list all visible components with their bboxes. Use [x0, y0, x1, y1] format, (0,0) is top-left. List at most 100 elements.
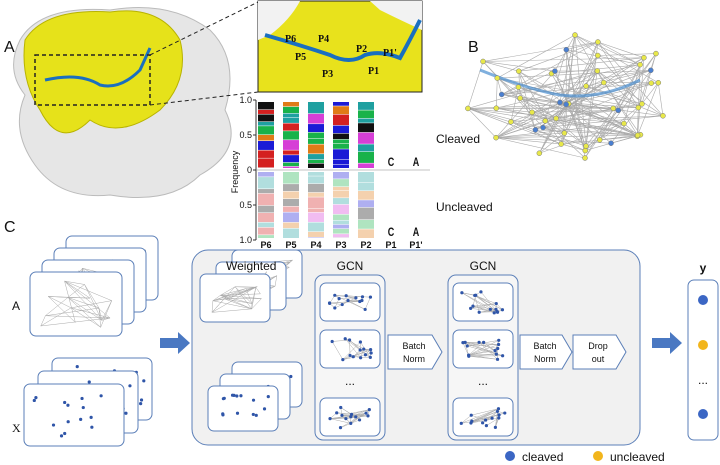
logo-glyph — [333, 186, 349, 191]
node — [653, 50, 659, 57]
node — [482, 340, 486, 344]
logo-glyph — [308, 102, 324, 114]
node — [493, 349, 497, 353]
node — [337, 297, 341, 301]
node — [59, 434, 64, 438]
edge — [585, 70, 598, 147]
edge — [520, 97, 587, 147]
logo-glyph — [358, 182, 374, 191]
node — [595, 52, 601, 59]
edge — [212, 295, 221, 301]
edge — [467, 61, 484, 109]
node — [494, 352, 498, 356]
edge — [100, 300, 112, 328]
node — [221, 397, 225, 401]
edge — [482, 61, 533, 113]
logo-group-label: Cleaved — [436, 132, 480, 146]
node — [469, 413, 473, 417]
node — [461, 341, 465, 345]
node — [358, 299, 362, 304]
node — [637, 61, 643, 68]
logo-letter: C — [388, 226, 395, 240]
edge — [220, 293, 261, 296]
node — [364, 411, 368, 415]
node — [582, 147, 589, 154]
node — [536, 150, 543, 156]
edge — [462, 342, 499, 345]
node — [480, 58, 486, 65]
edge — [468, 342, 484, 356]
node — [498, 91, 505, 98]
logo-glyph — [333, 214, 349, 220]
edge — [472, 305, 497, 310]
edge — [495, 104, 567, 138]
logo-glyph — [333, 234, 349, 238]
edge — [467, 345, 497, 355]
ellipsis: ... — [345, 374, 355, 388]
node — [583, 83, 589, 89]
node — [497, 338, 501, 342]
node — [469, 306, 473, 310]
node — [351, 355, 355, 359]
edge — [351, 409, 370, 415]
node — [500, 308, 505, 312]
logo-glyph — [258, 193, 274, 206]
network-graph — [465, 32, 666, 161]
edge — [64, 280, 85, 285]
node — [124, 411, 128, 415]
edge — [637, 64, 641, 137]
logo-glyph — [283, 191, 299, 199]
edge — [330, 416, 351, 419]
edge — [585, 85, 664, 117]
node — [481, 421, 485, 425]
node — [328, 417, 332, 421]
residue-label: P4 — [318, 34, 329, 45]
residue-label: P3 — [322, 69, 333, 80]
node — [359, 356, 363, 360]
edge — [329, 412, 367, 419]
node — [595, 39, 601, 45]
input-label: X — [12, 421, 21, 435]
edge — [45, 297, 69, 316]
logo-glyph — [258, 114, 274, 122]
node — [501, 354, 505, 358]
logo-glyph — [358, 132, 374, 144]
y-tick-label: 0.5 — [239, 130, 252, 140]
node — [641, 54, 647, 61]
node — [494, 301, 498, 306]
edge — [45, 307, 100, 316]
node — [582, 155, 588, 161]
logo-glyph — [333, 143, 349, 149]
node — [262, 407, 267, 411]
logo-glyph — [283, 117, 299, 123]
node — [648, 80, 655, 86]
edge — [471, 408, 499, 422]
edge — [566, 49, 641, 65]
edge — [497, 77, 557, 119]
edge — [467, 108, 565, 134]
y-tick-label: 0.5 — [239, 200, 252, 210]
y-tick-label: 0 — [247, 165, 252, 175]
edge — [585, 53, 657, 147]
logo-glyph — [258, 126, 274, 135]
node — [471, 304, 475, 308]
node — [239, 394, 243, 398]
node — [515, 84, 522, 90]
output-label: y — [700, 261, 707, 275]
node — [354, 296, 358, 300]
edge — [224, 298, 252, 304]
node — [369, 348, 373, 352]
position-label: P4 — [310, 240, 321, 250]
node — [596, 137, 603, 143]
node — [369, 351, 373, 355]
logo-glyph — [308, 208, 324, 213]
edge — [212, 286, 258, 302]
logo-glyph — [308, 237, 324, 238]
edge — [334, 295, 371, 298]
node — [542, 118, 549, 124]
edge — [48, 296, 72, 309]
node — [289, 374, 293, 379]
edge — [212, 288, 247, 301]
logo-glyph — [258, 109, 274, 114]
node — [496, 346, 500, 351]
